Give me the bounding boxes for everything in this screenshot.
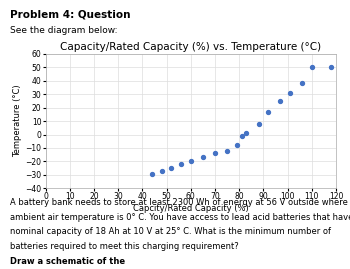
Title: Capacity/Rated Capacity (%) vs. Temperature (°C): Capacity/Rated Capacity (%) vs. Temperat… (60, 42, 321, 52)
X-axis label: Capcity/Rated Capacity (%): Capcity/Rated Capacity (%) (133, 204, 248, 213)
Point (178, 162, 184, 166)
Point (278, 99, 283, 103)
Point (309, 65, 315, 69)
Point (328, 65, 334, 69)
Point (169, 166, 174, 170)
Point (188, 159, 194, 164)
Point (299, 81, 305, 86)
Point (159, 169, 164, 173)
Point (224, 148, 230, 153)
Point (239, 134, 244, 138)
Point (200, 155, 206, 160)
Text: Problem 4: Question: Problem 4: Question (10, 9, 131, 19)
Point (265, 109, 271, 114)
Y-axis label: Temperature (°C): Temperature (°C) (13, 85, 22, 157)
Text: batteries required to meet this charging requirement?: batteries required to meet this charging… (10, 242, 242, 251)
Point (256, 122, 261, 126)
Text: ambient air temperature is 0° C. You have access to lead acid batteries that hav: ambient air temperature is 0° C. You hav… (10, 213, 350, 221)
Text: See the diagram below:: See the diagram below: (10, 26, 118, 34)
Point (212, 151, 218, 155)
Point (287, 91, 293, 95)
Text: nominal capacity of 18 Ah at 10 V at 25° C. What is the minimum number of: nominal capacity of 18 Ah at 10 V at 25°… (10, 227, 331, 236)
Point (244, 131, 249, 135)
Text: A battery bank needs to store at least 2300 Wh of energy at 56 V outside where t: A battery bank needs to store at least 2… (10, 198, 350, 207)
Point (149, 171, 155, 176)
Text: Draw a schematic of the: Draw a schematic of the (10, 257, 126, 266)
Point (234, 143, 239, 147)
